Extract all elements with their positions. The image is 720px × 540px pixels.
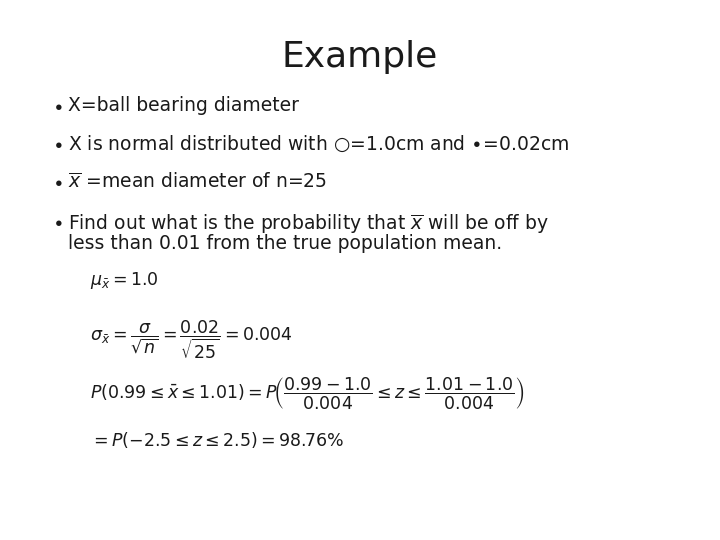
Text: $\bullet$: $\bullet$ bbox=[52, 212, 63, 231]
Text: $\bullet$: $\bullet$ bbox=[52, 134, 63, 153]
Text: Example: Example bbox=[282, 40, 438, 74]
Text: X is normal distributed with $\bigcirc$=1.0cm and $\bullet$=0.02cm: X is normal distributed with $\bigcirc$=… bbox=[68, 134, 569, 154]
Text: Find out what is the probability that $\overline{x}$ will be off by: Find out what is the probability that $\… bbox=[68, 212, 549, 235]
Text: X=ball bearing diameter: X=ball bearing diameter bbox=[68, 96, 299, 115]
Text: $P(0.99 \leq \bar{x} \leq 1.01) = P\!\left(\dfrac{0.99-1.0}{0.004} \leq z \leq \: $P(0.99 \leq \bar{x} \leq 1.01) = P\!\le… bbox=[90, 375, 525, 411]
Text: $\bullet$: $\bullet$ bbox=[52, 172, 63, 191]
Text: $\sigma_{\bar{x}} = \dfrac{\sigma}{\sqrt{n}} = \dfrac{0.02}{\sqrt{25}} = 0.004$: $\sigma_{\bar{x}} = \dfrac{\sigma}{\sqrt… bbox=[90, 318, 293, 361]
Text: less than 0.01 from the true population mean.: less than 0.01 from the true population … bbox=[68, 234, 502, 253]
Text: $\overline{x}$ =mean diameter of n=25: $\overline{x}$ =mean diameter of n=25 bbox=[68, 172, 327, 192]
Text: $\bullet$: $\bullet$ bbox=[52, 96, 63, 115]
Text: $\mu_{\bar{x}} = 1.0$: $\mu_{\bar{x}} = 1.0$ bbox=[90, 270, 159, 291]
Text: $= P(-2.5 \leq z \leq 2.5) = 98.76\%$: $= P(-2.5 \leq z \leq 2.5) = 98.76\%$ bbox=[90, 430, 344, 450]
